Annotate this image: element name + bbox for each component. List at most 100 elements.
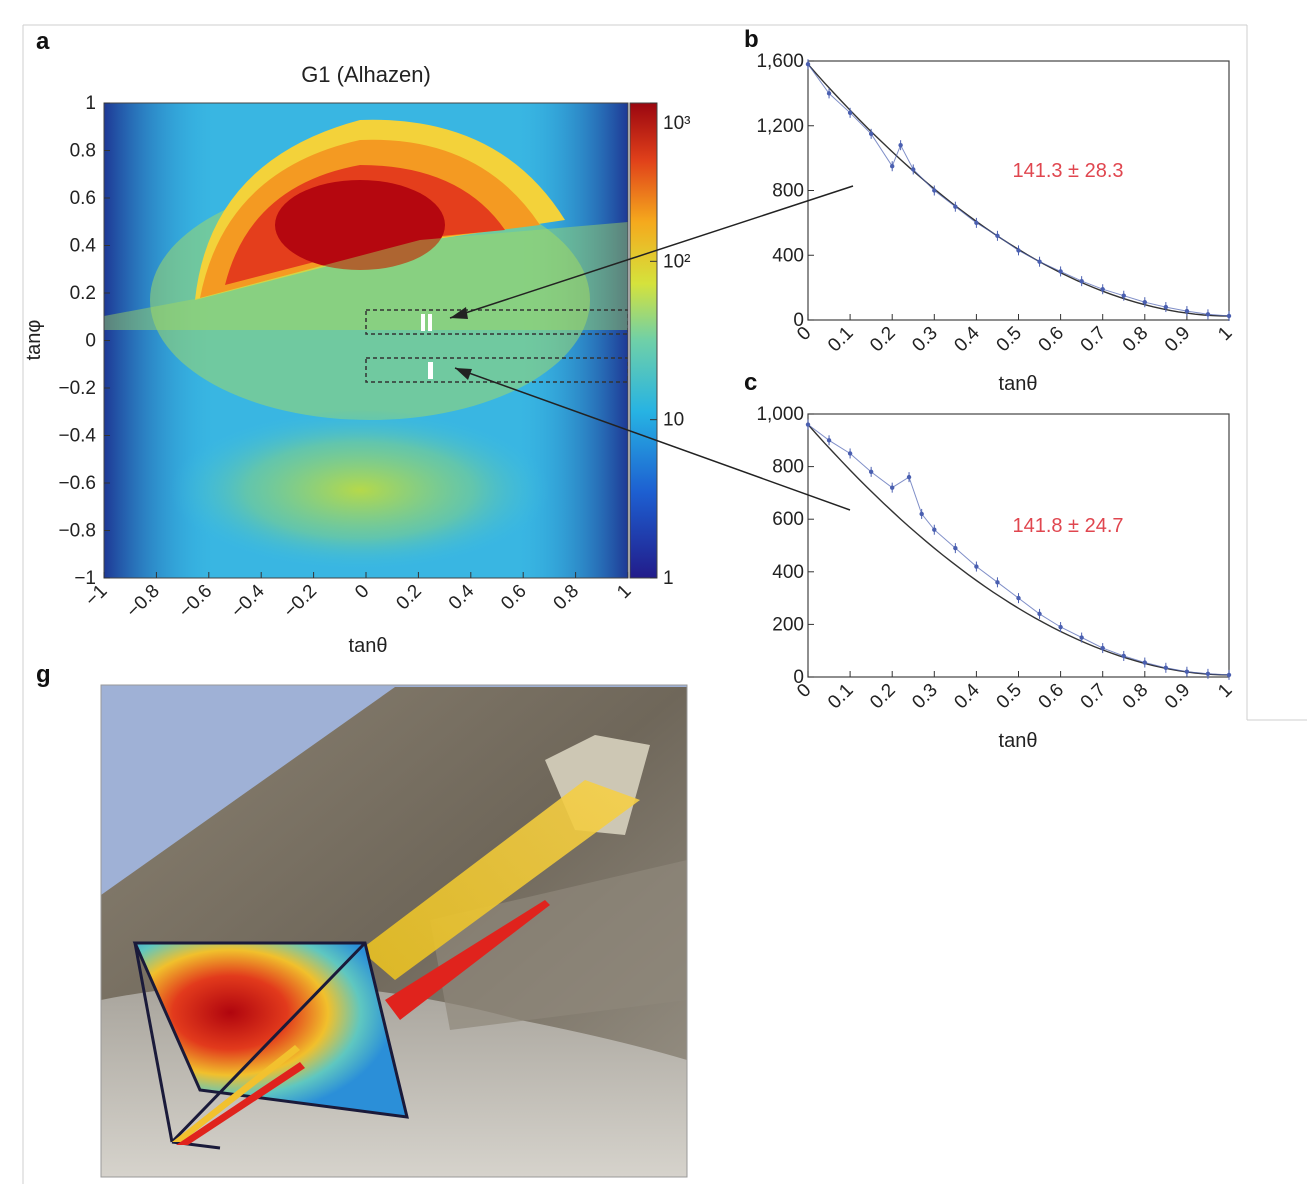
y-tick-label: 0 (793, 310, 804, 331)
heatmap-y-tick-label: −0.2 (58, 378, 96, 399)
data-point (995, 233, 1000, 239)
x-tick-label: 0.2 (866, 680, 900, 714)
heatmap-y-tick-label: 0.4 (70, 236, 97, 257)
data-point (1100, 287, 1105, 292)
data-point (868, 131, 874, 137)
data-point (1121, 653, 1126, 659)
x-tick-label: 0.9 (1161, 323, 1195, 357)
data-point (953, 204, 958, 209)
panel-c-letter: c (744, 369, 757, 396)
figure-frame (22, 24, 1307, 1184)
plot-b: 0 0.1 0.2 0.3 0.4 0.5 0.6 0.7 0.8 0.9 104008001,20… (756, 51, 1236, 356)
x-tick-label: 0.5 (993, 323, 1027, 357)
data-point (826, 438, 832, 443)
data-point (1226, 672, 1232, 678)
x-tick-label: 0.7 (1077, 680, 1111, 714)
y-tick-label: 800 (772, 181, 804, 202)
colorbar-tick-label: 10² (663, 251, 690, 272)
heatmap-x-tick-label: 0.2 (392, 581, 426, 615)
data-series-line (807, 424, 1230, 676)
y-tick-label: 400 (772, 245, 804, 266)
data-point (906, 474, 912, 480)
arrow-upper (449, 185, 854, 319)
data-point (1142, 299, 1148, 305)
x-tick-label: 0.7 (1077, 323, 1111, 357)
data-point (1058, 269, 1063, 274)
panel-b-xlabel: tanθ (999, 373, 1038, 395)
heatmap-y-tick-label: −1 (74, 568, 96, 589)
data-point (1205, 671, 1211, 677)
data-point (890, 485, 895, 490)
data-point (847, 110, 853, 116)
data-point (805, 422, 811, 427)
data-point (1142, 660, 1148, 665)
heatmap-x-tick-label: −0.8 (123, 581, 164, 622)
x-tick-label: 0.3 (908, 323, 942, 357)
y-tick-label: 1,200 (756, 116, 804, 137)
data-point (1100, 645, 1105, 651)
heatmap-x-tick-label: 0.8 (550, 581, 584, 615)
panel-a: a G1 (Alhazen) 1 1 0 10² 10³ (23, 28, 690, 657)
data-point (911, 167, 916, 172)
data-point (890, 164, 895, 169)
panel-a-letter: a (36, 28, 50, 55)
x-tick-label: 0.8 (1119, 323, 1153, 357)
data-point (1016, 248, 1021, 253)
y-tick-label: 0 (793, 667, 804, 688)
x-tick-label: 1 (1214, 680, 1236, 702)
data-series-line (807, 63, 1230, 317)
x-tick-label: 0.2 (866, 323, 900, 357)
connector-arrows (449, 185, 854, 511)
plot-frame (807, 60, 1230, 321)
selection-box-upper (365, 309, 628, 335)
data-point (953, 545, 958, 551)
data-point (1163, 665, 1169, 670)
x-tick-label: 0.1 (824, 680, 858, 714)
y-tick-label: 600 (772, 509, 804, 530)
panel-c-xlabel: tanθ (999, 730, 1038, 752)
colorbar-tick-label: 10³ (663, 113, 690, 134)
panel-c-fit-label: 141.8 ± 24.7 (1012, 515, 1123, 537)
panel-a-title: G1 (Alhazen) (301, 62, 431, 87)
y-tick-label: 1,000 (756, 404, 804, 425)
plot-c: 0 0.1 0.2 0.3 0.4 0.5 0.6 0.7 0.8 0.9 102004006008… (756, 404, 1236, 713)
data-point (1184, 308, 1190, 314)
heatmap-x-tick-label: −0.4 (227, 580, 269, 622)
x-tick-label: 0.1 (824, 323, 858, 357)
data-point (1058, 624, 1063, 630)
x-tick-label: 0.6 (1035, 323, 1069, 357)
x-tick-label: 1 (1214, 323, 1236, 345)
plot-frame (807, 413, 1230, 678)
x-tick-label: 0.5 (993, 680, 1027, 714)
data-point (1037, 259, 1042, 264)
heatmap-x-tick-label: 1 (613, 581, 635, 603)
data-point (1079, 635, 1084, 640)
heatmap-y-tick-label: −0.6 (58, 473, 96, 494)
data-point (974, 220, 979, 226)
data-point (826, 91, 832, 96)
data-point (898, 142, 903, 148)
x-tick-label: 0.3 (908, 680, 942, 714)
data-point (847, 451, 853, 456)
heatmap-x-tick-label: 0.6 (497, 581, 531, 615)
heatmap-area (104, 103, 628, 578)
heatmap-y-tick-label: −0.4 (58, 426, 96, 447)
panel-b-letter: b (744, 26, 759, 53)
selection-box-lower (365, 357, 628, 383)
data-point (932, 188, 937, 193)
panel-a-ylabel: tanφ (23, 320, 45, 361)
data-point (919, 511, 924, 517)
x-tick-label: 0.4 (950, 679, 984, 713)
fit-curve (807, 424, 1230, 676)
data-point (1205, 312, 1211, 317)
heatmap-x-tick-label: 0 (351, 581, 373, 603)
data-point (1121, 293, 1126, 298)
x-tick-label: 0.9 (1161, 680, 1195, 714)
panel-g: g (36, 661, 688, 1178)
heatmap-x-tick-label: −0.6 (175, 581, 216, 622)
panel-c: c 0 0.1 0.2 0.3 0.4 0.5 0.6 0.7 0.8 0.9 1020040060… (744, 369, 1237, 752)
heatmap-y-tick-label: 0 (85, 331, 96, 352)
x-tick-label: 0.4 (950, 322, 984, 356)
colorbar-tick-label: 1 (663, 568, 674, 589)
